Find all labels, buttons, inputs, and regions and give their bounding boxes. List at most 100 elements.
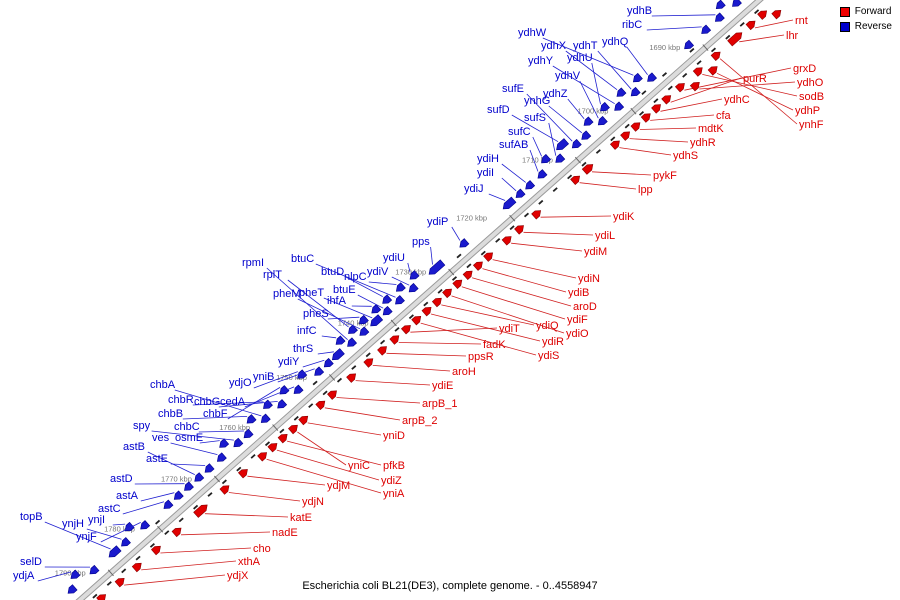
gene-btuC[interactable] [393, 295, 405, 306]
gene-infC[interactable] [334, 335, 346, 347]
gene-ydhR[interactable] [620, 129, 632, 141]
gene-ves[interactable] [215, 452, 227, 464]
gene-ydhO[interactable] [689, 80, 701, 92]
gene-sufAB[interactable] [536, 169, 548, 181]
gene-yniD[interactable] [298, 414, 310, 426]
gene-pheS[interactable] [357, 314, 369, 326]
gene-astB[interactable] [192, 472, 205, 484]
gene-yniC[interactable] [287, 423, 299, 435]
gene-rnt[interactable] [745, 18, 757, 31]
gene-ydiO[interactable] [442, 286, 454, 299]
gene-mdtK[interactable] [630, 120, 642, 132]
gene-chbA[interactable] [259, 413, 271, 425]
gene-arpB_2[interactable] [315, 398, 327, 411]
gene-glyph[interactable] [714, 0, 726, 11]
gene-glyph[interactable] [730, 0, 742, 9]
gene-pheT[interactable] [368, 314, 384, 329]
gene-ydiU[interactable] [408, 270, 420, 282]
gene-ydiS[interactable] [411, 314, 423, 326]
gene-selD[interactable] [88, 564, 100, 576]
gene-ydhY[interactable] [612, 101, 625, 113]
gene-cho[interactable] [150, 544, 162, 556]
gene-ydhP[interactable] [707, 64, 719, 76]
gene-ribC[interactable] [699, 24, 712, 36]
gene-lhr[interactable] [727, 30, 745, 47]
gene-ydiV[interactable] [407, 282, 419, 294]
gene-ydhV[interactable] [596, 115, 608, 127]
gene-ydhB[interactable] [713, 12, 725, 24]
gene-ydiL[interactable] [514, 223, 526, 235]
gene-chbC[interactable] [242, 428, 254, 440]
gene-ydhC[interactable] [651, 102, 663, 114]
gene-chbG[interactable] [275, 399, 288, 410]
gene-chbB[interactable] [245, 414, 257, 426]
gene-nlpC[interactable] [394, 282, 406, 294]
gene-astD[interactable] [182, 481, 194, 493]
gene-ynjF[interactable] [138, 520, 151, 531]
gene-glyph[interactable] [96, 592, 108, 600]
gene-ppsR[interactable] [377, 344, 389, 356]
gene-sodB[interactable] [692, 65, 704, 77]
gene-grxD[interactable] [674, 81, 686, 93]
gene-ydiJ[interactable] [501, 196, 517, 212]
gene-aroD[interactable] [462, 268, 474, 281]
gene-pps[interactable] [427, 259, 446, 277]
gene-ydjX[interactable] [114, 576, 126, 588]
gene-ydhQ[interactable] [645, 72, 658, 84]
gene-ydiY[interactable] [322, 357, 334, 369]
gene-sufD[interactable] [554, 138, 570, 153]
gene-pheM[interactable] [358, 326, 370, 338]
gene-astE[interactable] [203, 463, 215, 475]
gene-ydiI[interactable] [514, 188, 526, 200]
gene-ydhW[interactable] [631, 72, 643, 84]
gene-ynhG[interactable] [579, 130, 592, 142]
gene-purR[interactable] [661, 93, 673, 105]
gene-btuE[interactable] [381, 305, 393, 317]
gene-yniB[interactable] [312, 366, 325, 378]
gene-ydiF[interactable] [452, 277, 464, 290]
gene-thrS[interactable] [330, 348, 345, 363]
gene-aroH[interactable] [363, 356, 375, 368]
gene-ydiP[interactable] [458, 238, 470, 250]
gene-glyph[interactable] [682, 39, 695, 51]
gene-pfkB[interactable] [277, 432, 289, 444]
gene-katE[interactable] [193, 502, 210, 518]
gene-ydiT[interactable] [400, 323, 412, 335]
gene-ydjA[interactable] [69, 569, 81, 581]
gene-astC[interactable] [162, 499, 174, 511]
gene-rplT[interactable] [346, 324, 358, 336]
gene-osmE[interactable] [217, 438, 230, 450]
gene-cedA[interactable] [292, 384, 304, 396]
gene-ydiH[interactable] [523, 180, 536, 191]
gene-ydhU[interactable] [598, 101, 610, 113]
gene-fadK[interactable] [389, 333, 401, 345]
gene-ydhT[interactable] [629, 86, 641, 98]
gene-ydiR[interactable] [421, 305, 433, 317]
gene-glyph[interactable] [757, 8, 769, 20]
gene-pykF[interactable] [581, 162, 595, 175]
gene-sufE[interactable] [570, 138, 582, 150]
gene-ydjO[interactable] [295, 369, 308, 381]
gene-glyph[interactable] [66, 584, 78, 596]
gene-ydiQ[interactable] [431, 296, 443, 308]
gene-ydiB[interactable] [472, 259, 484, 271]
gene-ydjN[interactable] [219, 483, 231, 495]
gene-yniA[interactable] [257, 450, 269, 462]
gene-ydiK[interactable] [531, 208, 543, 220]
gene-ydiE[interactable] [346, 371, 358, 383]
gene-spy[interactable] [232, 437, 244, 449]
gene-nadE[interactable] [171, 525, 183, 538]
gene-ydhX[interactable] [615, 87, 627, 99]
gene-arpB_1[interactable] [327, 388, 339, 400]
gene-ihfA[interactable] [369, 304, 382, 315]
gene-glyph[interactable] [771, 8, 783, 20]
gene-cfa[interactable] [640, 111, 652, 123]
gene-ydhZ[interactable] [582, 116, 594, 128]
gene-ydiN[interactable] [483, 250, 495, 262]
gene-astA[interactable] [172, 490, 184, 502]
gene-sufC[interactable] [539, 153, 552, 165]
gene-ydiZ[interactable] [267, 441, 279, 453]
gene-ydhS[interactable] [609, 138, 621, 150]
gene-sufS[interactable] [553, 153, 566, 165]
gene-xthA[interactable] [131, 561, 143, 573]
